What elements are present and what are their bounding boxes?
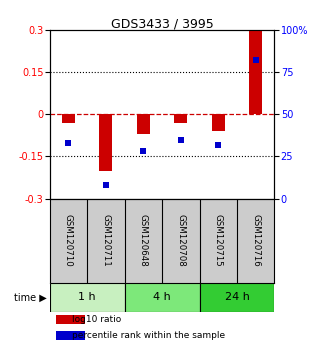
Text: 1 h: 1 h <box>78 292 96 302</box>
Text: 4 h: 4 h <box>153 292 171 302</box>
Bar <box>56 315 85 324</box>
Text: time ▶: time ▶ <box>14 292 47 302</box>
Text: GSM120711: GSM120711 <box>101 214 110 267</box>
Bar <box>56 331 85 340</box>
Title: GDS3433 / 3995: GDS3433 / 3995 <box>111 17 213 30</box>
Bar <box>100 114 112 171</box>
Bar <box>62 114 75 123</box>
Text: log10 ratio: log10 ratio <box>72 315 121 324</box>
Bar <box>174 114 187 123</box>
Text: GSM120715: GSM120715 <box>214 214 223 267</box>
Bar <box>249 30 262 114</box>
Bar <box>125 283 200 312</box>
Bar <box>200 283 274 312</box>
Text: percentile rank within the sample: percentile rank within the sample <box>72 331 225 340</box>
Text: GSM120710: GSM120710 <box>64 214 73 267</box>
Bar <box>137 114 150 134</box>
Text: GSM120716: GSM120716 <box>251 214 260 267</box>
Bar <box>50 283 125 312</box>
Text: 24 h: 24 h <box>225 292 249 302</box>
Bar <box>212 114 225 131</box>
Text: GSM120648: GSM120648 <box>139 214 148 267</box>
Text: GSM120708: GSM120708 <box>176 214 185 267</box>
